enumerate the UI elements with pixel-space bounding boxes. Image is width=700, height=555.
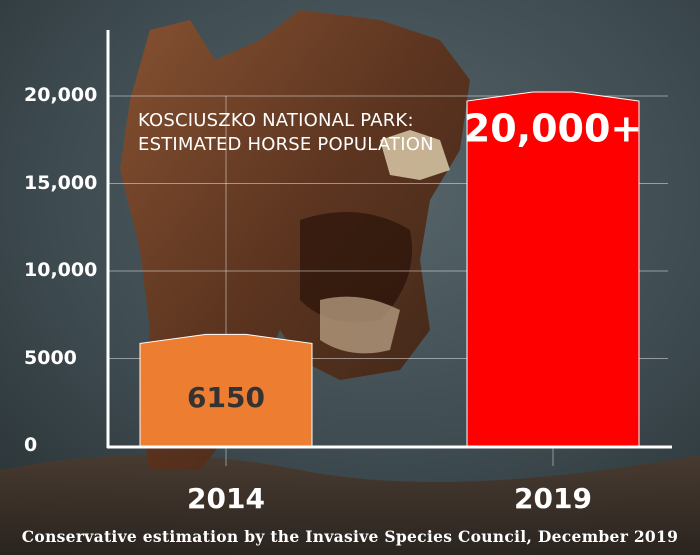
- x-category-label: 2014: [187, 482, 265, 515]
- y-tick-label: 5000: [24, 346, 77, 369]
- value-label-2014: 6150: [187, 381, 265, 414]
- chart-title: KOSCIUSZKO NATIONAL PARK: ESTIMATED HORS…: [138, 110, 434, 155]
- y-tick-label: 10,000: [24, 259, 98, 281]
- source-caption: Conservative estimation by the Invasive …: [21, 527, 679, 546]
- y-tick-label: 20,000: [24, 84, 98, 106]
- value-labels: 6150 20,000+: [187, 106, 642, 414]
- x-category-label: 2019: [514, 482, 592, 515]
- y-tick-label: 0: [24, 434, 38, 456]
- axes: [106, 30, 672, 449]
- value-label-2019: 20,000+: [464, 106, 642, 150]
- bars: [139, 91, 640, 447]
- y-tick-label: 15,000: [24, 171, 98, 194]
